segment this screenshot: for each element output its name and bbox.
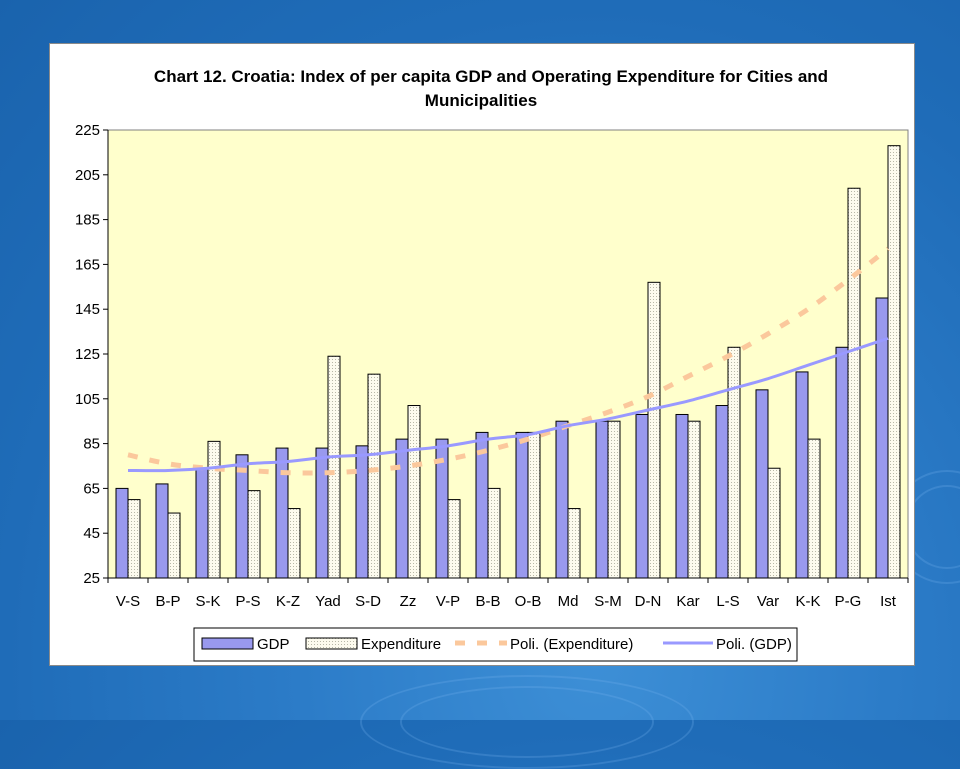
bar-gdp [235, 454, 249, 579]
bar-expenditure [247, 490, 261, 579]
x-tick-label: D-N [635, 593, 662, 610]
x-tick-label: V-P [436, 593, 460, 610]
plot-area [107, 129, 909, 579]
bar-gdp [635, 413, 649, 579]
legend-label-trend-expenditure: Poli. (Expenditure) [510, 636, 633, 653]
x-tick-label: V-S [116, 593, 140, 610]
x-tick-label: O-B [515, 593, 542, 610]
chart: Chart 12. Croatia: Index of per capita G… [75, 67, 909, 662]
y-tick-label: 85 [83, 436, 100, 453]
legend-swatch-gdp [201, 637, 254, 650]
legend-label-expenditure: Expenditure [361, 636, 441, 653]
bar-gdp [155, 483, 169, 579]
y-tick-label: 125 [75, 346, 100, 363]
y-tick-label: 225 [75, 122, 100, 139]
bar-expenditure [407, 405, 421, 579]
x-tick-label: S-M [594, 593, 622, 610]
y-tick-label: 205 [75, 167, 100, 184]
y-tick-group: 25 45 65 85 105 125 145 165 185 205 225 [75, 122, 108, 587]
legend-label-gdp: GDP [257, 636, 290, 653]
x-tick-label: P-G [835, 593, 862, 610]
chart-title-line-1: Chart 12. Croatia: Index of per capita G… [154, 67, 828, 86]
bar-gdp [195, 467, 209, 579]
bar-gdp [275, 447, 289, 579]
bar-gdp [675, 413, 689, 579]
bar-expenditure [607, 420, 621, 579]
bar-expenditure [687, 420, 701, 579]
y-tick-label: 145 [75, 301, 100, 318]
bar-expenditure [487, 487, 501, 579]
x-tick-label: L-S [716, 593, 739, 610]
bar-gdp [555, 420, 569, 579]
bar-expenditure [287, 508, 301, 579]
bar-expenditure [807, 438, 821, 579]
x-tick-label: Zz [400, 593, 417, 610]
bar-expenditure [447, 499, 461, 579]
bar-expenditure [367, 373, 381, 579]
x-tick-label: Kar [676, 593, 699, 610]
bar-expenditure [207, 440, 221, 579]
x-tick-label: K-K [795, 593, 820, 610]
y-tick-label: 25 [83, 570, 100, 587]
x-tick-label: Md [558, 593, 579, 610]
trendline-expenditure [127, 246, 890, 476]
y-tick-label: 45 [83, 525, 100, 542]
bar-expenditure [327, 355, 341, 579]
x-tick-label: Yad [315, 593, 341, 610]
x-tick-group: V-S B-P S-K P-S K-Z Yad S-D Zz V-P B-B O-B Md S-M D-N… [107, 578, 909, 610]
y-tick-label: 105 [75, 391, 100, 408]
legend-label-trend-gdp: Poli. (GDP) [716, 636, 792, 653]
bar-gdp [715, 405, 729, 579]
bar-group [115, 145, 901, 579]
y-tick-label: 165 [75, 256, 100, 273]
bar-gdp [315, 447, 329, 579]
bar-gdp [835, 346, 849, 579]
y-tick-label: 65 [83, 480, 100, 497]
bar-gdp [795, 371, 809, 579]
legend: GDP Expenditure Poli. (Expenditure) Poli… [193, 627, 798, 662]
bar-expenditure [127, 499, 141, 579]
x-tick-label: K-Z [276, 593, 300, 610]
chart-frame: Chart 12. Croatia: Index of per capita G… [49, 43, 915, 666]
x-tick-label: B-P [155, 593, 180, 610]
x-tick-label: B-B [475, 593, 500, 610]
x-tick-label: Var [757, 593, 779, 610]
decorative-ripple [400, 686, 654, 758]
bar-expenditure [167, 512, 181, 579]
legend-swatch-expenditure [305, 637, 358, 650]
y-tick-label: 185 [75, 212, 100, 229]
bar-gdp [395, 438, 409, 579]
bar-expenditure [567, 508, 581, 579]
x-tick-label: S-D [355, 593, 381, 610]
x-tick-label: Ist [880, 593, 897, 610]
bar-expenditure [767, 467, 781, 579]
bar-gdp [355, 445, 369, 579]
x-tick-label: P-S [235, 593, 260, 610]
bar-expenditure [647, 281, 661, 579]
x-tick-label: S-K [195, 593, 220, 610]
bar-gdp [515, 431, 529, 579]
bar-gdp [595, 420, 609, 579]
bar-expenditure [887, 145, 901, 579]
bar-gdp [755, 389, 769, 579]
bar-gdp [115, 487, 129, 579]
trendline-group [127, 246, 890, 476]
chart-title-line-2: Municipalities [425, 91, 537, 110]
bar-expenditure [727, 346, 741, 579]
bar-expenditure [847, 187, 861, 579]
bar-expenditure [527, 431, 541, 579]
trendline-gdp [127, 336, 889, 473]
